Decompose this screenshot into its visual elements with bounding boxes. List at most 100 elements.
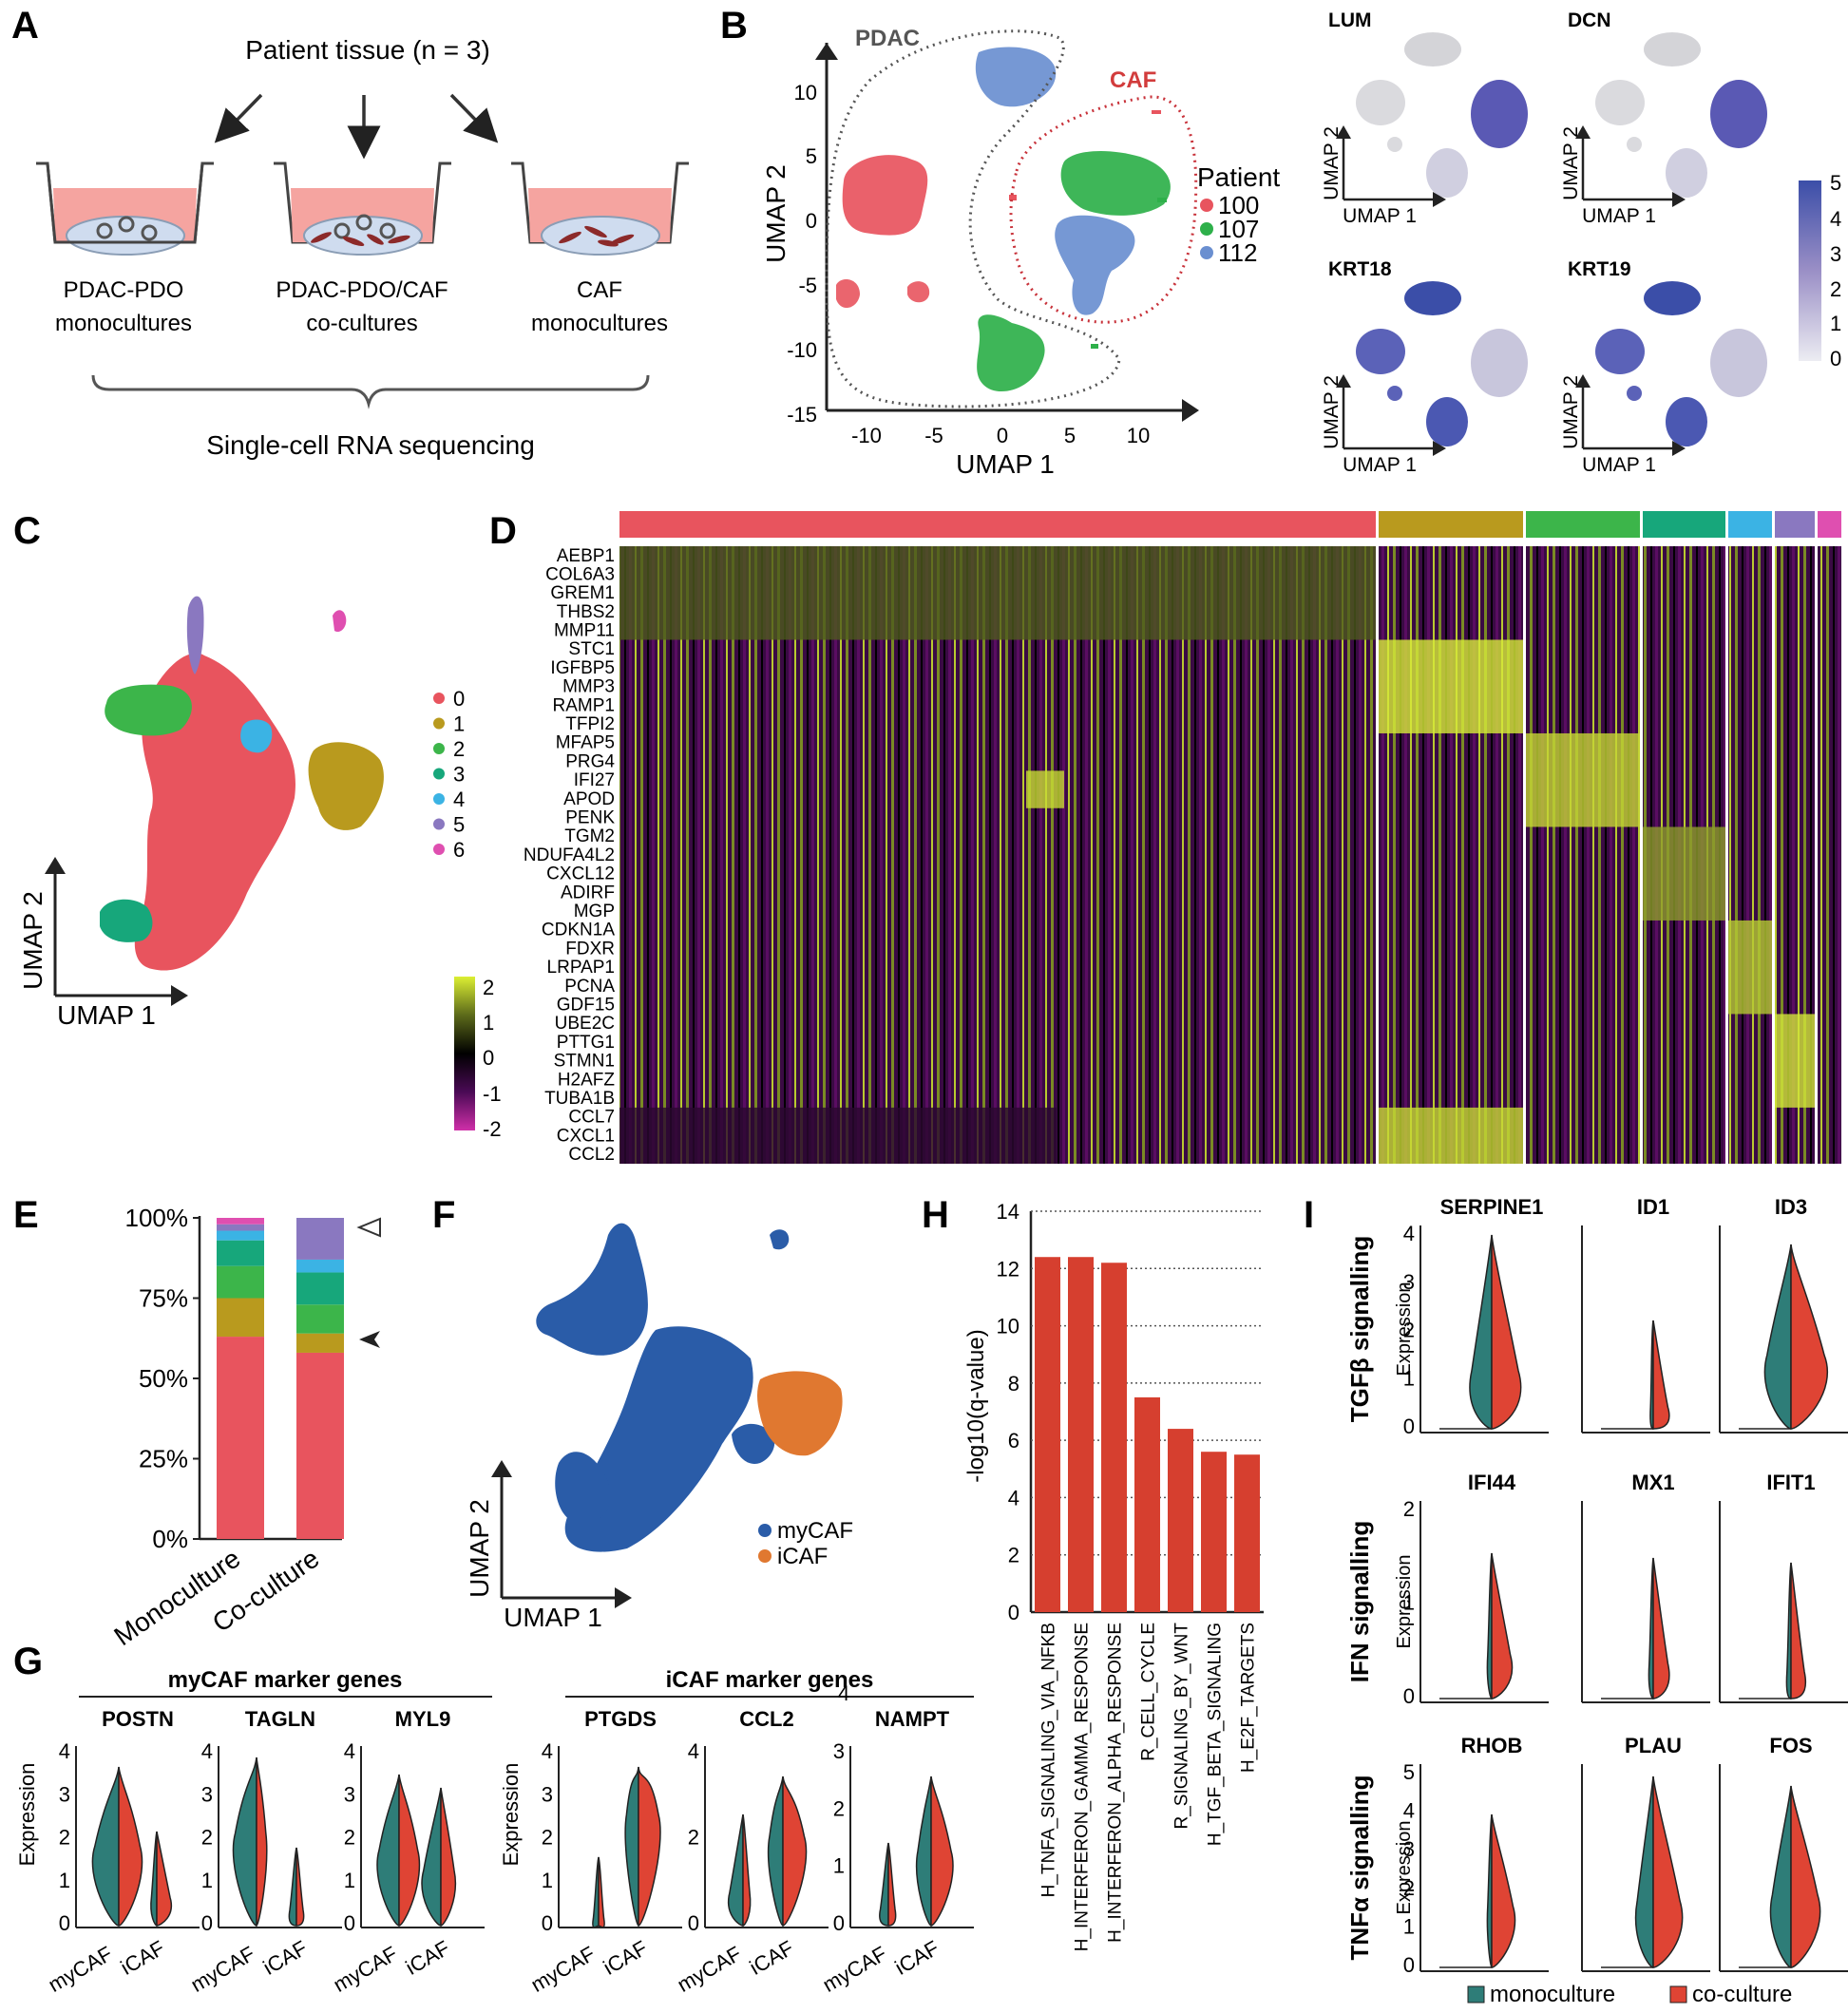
i-gene-title: ID3 (1775, 1195, 1807, 1219)
violin-half-right (1491, 1814, 1516, 1968)
patient-legend-label: 100 (1218, 191, 1259, 219)
g-gene-title: PTGDS (584, 1707, 657, 1731)
violin-half-left (150, 1831, 158, 1927)
panel-g-letter: G (13, 1641, 43, 1682)
g-ytick: 1 (542, 1869, 553, 1892)
i-ytick: 1 (1403, 1366, 1415, 1390)
panel-d-letter: D (489, 510, 517, 552)
heatmap-gene-label: RAMP1 (553, 695, 615, 715)
b-ylabel: UMAP 2 (761, 164, 791, 263)
g-ytick: 3 (59, 1782, 70, 1806)
heatmap-gene-label: PENK (565, 808, 615, 828)
patient-legend-label: 107 (1218, 215, 1259, 243)
f-legend-icaf: iCAF (777, 1544, 828, 1569)
i-gene-title: RHOB (1461, 1734, 1523, 1757)
cluster-legend-dot (433, 793, 445, 805)
b-xtick: 0 (997, 424, 1008, 447)
i-gene-title: IFI44 (1468, 1471, 1516, 1494)
patient-legend-label: 112 (1218, 238, 1257, 267)
e-bar-segment (217, 1265, 264, 1299)
g-xcat: iCAF (117, 1936, 169, 1980)
heatmap-gene-label: LRPAP1 (547, 958, 615, 978)
h-ytick: 4 (1008, 1486, 1019, 1510)
expression-colorbar (1799, 180, 1821, 361)
e-bar-segment (217, 1298, 264, 1338)
well-label-3a: CAF (577, 277, 622, 303)
violin-half-right (1790, 1562, 1807, 1700)
violin-half-left (1785, 1562, 1792, 1700)
g-ytick: 2 (201, 1826, 213, 1850)
heatmap-gene-label: PRG4 (565, 751, 615, 771)
feature-blob (1426, 397, 1468, 446)
violin-half-right (638, 1766, 661, 1927)
violin-half-left (91, 1766, 120, 1927)
colorbar-tick: 0 (1830, 347, 1841, 370)
g-ytick: 4 (542, 1739, 553, 1763)
heatmap-gene-label: APOD (563, 789, 615, 809)
heatmap-block (1728, 920, 1772, 1015)
heat-scale-tick: -1 (483, 1082, 502, 1106)
open-arrowhead-icon (356, 1217, 381, 1238)
i-ylabel: Expression (1394, 1555, 1415, 1649)
h-bar (1201, 1452, 1227, 1612)
c-ylabel: UMAP 2 (18, 891, 48, 990)
violin-half-left (879, 1842, 889, 1927)
i-violins: TGFβ signalling Expression SERPINE1 4 3 2 1 0 ID… (1345, 1195, 1848, 1977)
heatmap-gene-label: TUBA1B (544, 1089, 615, 1109)
g-ylabel: Expression (499, 1763, 523, 1867)
feature-blob (1595, 80, 1645, 125)
d-cluster-bar-6 (1818, 511, 1841, 538)
h-ytick: 10 (997, 1315, 1019, 1339)
violin-half-left (1486, 1552, 1493, 1700)
i-ytick: 0 (1403, 1684, 1415, 1708)
feature-blob (1387, 137, 1402, 152)
panel-a-footer: Single-cell RNA sequencing (206, 430, 535, 460)
violin-half-left (767, 1776, 784, 1927)
cluster-legend-label: 3 (453, 763, 465, 787)
panel-i: I TGFβ signalling Expression SERPINE1 4 3 2 1 0… (1304, 1194, 1848, 2007)
heatmap-gene-label: ADIRF (561, 883, 615, 902)
panel-f-letter: F (432, 1194, 455, 1236)
feature-plot-title: DCN (1568, 9, 1611, 31)
h-category-label: H_TNFA_SIGNALING_VIA_NFKB (1039, 1623, 1059, 1897)
cluster-legend-dot (433, 844, 445, 855)
h-ytick: 8 (1008, 1372, 1019, 1396)
panel-b: B 10 5 0 -5 -10 -15 -10 -5 0 5 10 UMAP 1… (720, 5, 1841, 479)
heatmap-block (619, 1107, 1057, 1164)
e-ytick: 75% (139, 1284, 188, 1313)
cluster-legend-label: 5 (453, 813, 465, 837)
c-cluster-5 (186, 596, 204, 674)
b-xlabel: UMAP 1 (956, 449, 1055, 479)
feature-blob (1356, 80, 1405, 125)
violin-half-left (1469, 1234, 1493, 1430)
g-xcat: myCAF (329, 1942, 401, 1997)
g-ytick: 1 (201, 1869, 213, 1892)
feature-blob (1404, 281, 1461, 315)
violin-half-right (742, 1814, 752, 1927)
e-ytick: 100% (125, 1204, 189, 1232)
h-bar (1234, 1454, 1260, 1612)
f-legend-mycaf: myCAF (777, 1518, 853, 1544)
violin-half-left (376, 1774, 400, 1927)
i-ytick: 2 (1403, 1876, 1415, 1900)
feature-blob (1356, 329, 1405, 374)
g-gene-title: MYL9 (395, 1707, 451, 1731)
heatmap-gene-label: H2AFZ (558, 1070, 616, 1090)
h-ytick: 2 (1008, 1544, 1019, 1567)
g-ytick: 3 (344, 1782, 355, 1806)
violin-half-right (782, 1776, 808, 1927)
b-ytick: 0 (806, 209, 817, 233)
g-ytick: 0 (201, 1911, 213, 1935)
e-bar-segment (217, 1224, 264, 1231)
feature-blob (1471, 80, 1528, 148)
i-gene-title: SERPINE1 (1440, 1195, 1544, 1219)
c-cluster-6 (333, 610, 347, 633)
violin-half-right (930, 1776, 954, 1927)
panel-a-title: Patient tissue (n = 3) (245, 35, 490, 65)
heatmap-block (619, 546, 1376, 640)
b-ytick: -5 (798, 274, 817, 297)
violin-half-right (1790, 1244, 1828, 1430)
well-coculture (274, 161, 451, 256)
feature-blob (1387, 386, 1402, 401)
